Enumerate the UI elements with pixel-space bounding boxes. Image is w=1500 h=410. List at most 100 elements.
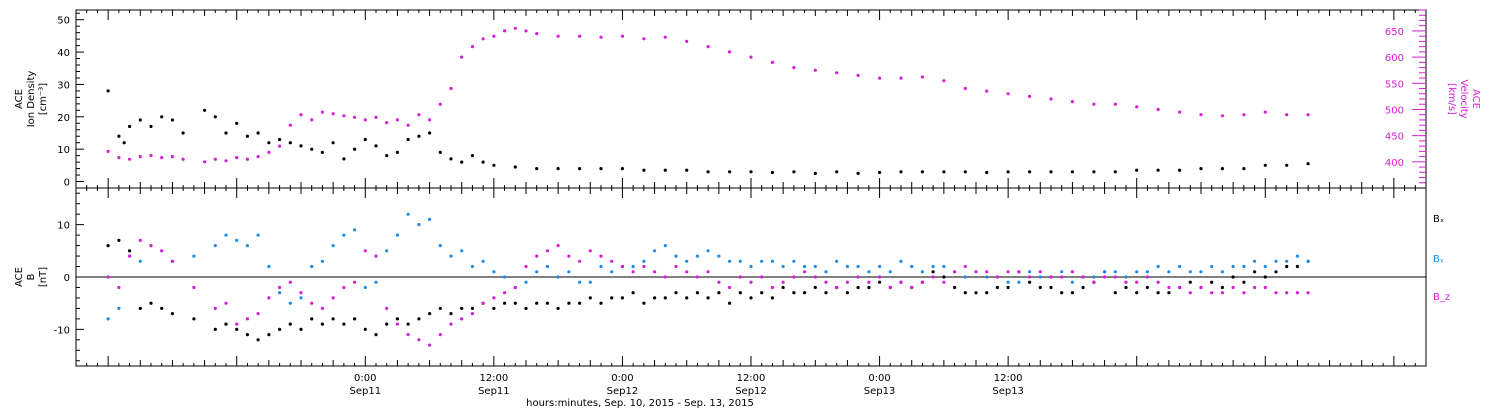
top-right-tick-label: 400 — [1385, 158, 1404, 169]
bottom-series-2-point — [1156, 280, 1160, 284]
top-series-0-point — [213, 115, 217, 119]
bottom-series-1-point — [738, 259, 742, 263]
top-ylabel-line-3: [cm⁻³] — [38, 83, 49, 115]
bottom-series-2-point — [1113, 275, 1117, 279]
top-series-0-point — [663, 168, 667, 172]
bottom-series-0-point — [1060, 291, 1064, 295]
bottom-series-0-point — [995, 285, 1000, 290]
bottom-series-0-point — [395, 317, 399, 321]
bottom-series-2-point — [395, 322, 399, 326]
bottom-series-2-point — [342, 285, 346, 290]
top-series-1-point — [245, 157, 249, 161]
bottom-series-1-point — [835, 259, 839, 263]
bottom-series-2-point — [974, 270, 978, 274]
bottom-series-0-point — [770, 296, 775, 300]
bottom-series-0-point — [1135, 291, 1139, 295]
top-series-1-point — [920, 75, 925, 79]
bottom-series-1-point — [1306, 259, 1310, 263]
bottom-series-0-point — [760, 291, 764, 295]
bottom-series-2-point — [878, 275, 882, 279]
bottom-series-1-point — [235, 238, 239, 242]
top-series-0-point — [106, 89, 110, 93]
top-series-0-point — [267, 141, 271, 145]
bottom-series-1-point — [803, 264, 807, 269]
bottom-series-2-point — [803, 270, 807, 274]
bottom-series-0-point — [545, 301, 550, 305]
top-series-0-point — [481, 160, 485, 164]
top-series-1-point — [899, 76, 903, 80]
top-ylabel-line-2: Ion Density — [26, 71, 37, 128]
bottom-series-0-point — [706, 296, 710, 300]
top-series-0-point — [224, 131, 228, 135]
bottom-series-2-point — [481, 301, 485, 305]
top-series-1-point — [813, 68, 817, 72]
bottom-series-0-point — [374, 333, 378, 337]
bottom-panel-points — [106, 212, 1310, 347]
x-tick-label-time: 0:00 — [868, 373, 890, 384]
bottom-series-2-point — [749, 280, 753, 284]
top-series-1-point — [942, 79, 946, 83]
top-series-1-point — [449, 86, 453, 91]
bottom-series-2-point — [674, 264, 678, 269]
bottom-series-2-point — [503, 291, 507, 295]
top-series-0-point — [1028, 170, 1032, 174]
bottom-series-2-point — [310, 301, 314, 305]
bottom-series-1-point — [792, 259, 796, 263]
bottom-series-0-point — [856, 285, 860, 290]
bottom-series-0-point — [631, 291, 635, 295]
bottom-series-1-point — [535, 270, 539, 274]
top-series-1-point — [417, 113, 421, 117]
bottom-series-1-point — [845, 264, 850, 269]
bottom-series-2-point — [149, 244, 153, 248]
top-series-1-point — [470, 45, 474, 49]
top-series-1-point — [310, 118, 314, 122]
top-series-0-point — [728, 170, 732, 174]
bottom-series-1-point — [1242, 264, 1246, 269]
bottom-series-2-point — [278, 285, 282, 290]
top-series-1-point — [299, 113, 303, 117]
top-series-0-point — [470, 154, 474, 158]
top-series-1-point — [1113, 102, 1117, 106]
bottom-series-0-point — [460, 306, 464, 310]
bottom-series-2-point — [942, 280, 946, 284]
bottom-series-1-point — [556, 275, 560, 279]
bottom-series-2-point — [1210, 291, 1214, 295]
bottom-left-tick-label: -10 — [54, 325, 70, 336]
top-series-1-point — [288, 123, 292, 127]
bottom-series-2-point — [706, 270, 710, 274]
top-series-0-point — [556, 167, 560, 171]
bottom-series-1-point — [331, 244, 335, 248]
bottom-series-1-point — [1006, 280, 1010, 284]
bottom-series-2-point — [888, 285, 892, 290]
bottom-series-0-point — [1006, 285, 1010, 290]
bottom-series-0-point — [974, 291, 978, 295]
bottom-series-0-point — [438, 306, 442, 310]
bottom-series-1-point — [503, 275, 507, 279]
bottom-series-0-point — [1156, 291, 1160, 295]
top-series-1-point — [460, 55, 464, 59]
bottom-series-1-point — [406, 212, 410, 216]
top-series-1-point — [1092, 102, 1096, 106]
top-series-0-point — [856, 171, 860, 175]
bottom-series-0-point — [470, 306, 474, 310]
bottom-series-1-point — [567, 270, 571, 274]
bottom-series-1-point — [460, 249, 464, 253]
top-series-0-point — [245, 134, 249, 138]
bottom-series-1-point — [524, 280, 528, 284]
top-series-0-point — [1263, 163, 1267, 167]
bottom-series-2-point — [1103, 275, 1107, 279]
bottom-series-2-point — [535, 254, 539, 258]
bottom-series-2-point — [642, 264, 646, 269]
top-series-1-point — [181, 157, 185, 161]
bottom-series-2-point — [1006, 270, 1010, 274]
bottom-series-1-point — [1135, 270, 1139, 274]
bottom-series-1-point — [1210, 264, 1214, 269]
bottom-series-0-point — [428, 312, 432, 316]
bottom-series-1-point — [470, 264, 474, 269]
top-series-1-point — [1220, 114, 1224, 118]
bottom-series-1-point — [320, 259, 324, 263]
top-series-0-point — [449, 157, 453, 161]
bottom-series-2-point — [235, 322, 239, 326]
bottom-series-1-point — [631, 264, 635, 269]
bottom-series-2-point — [588, 249, 592, 253]
